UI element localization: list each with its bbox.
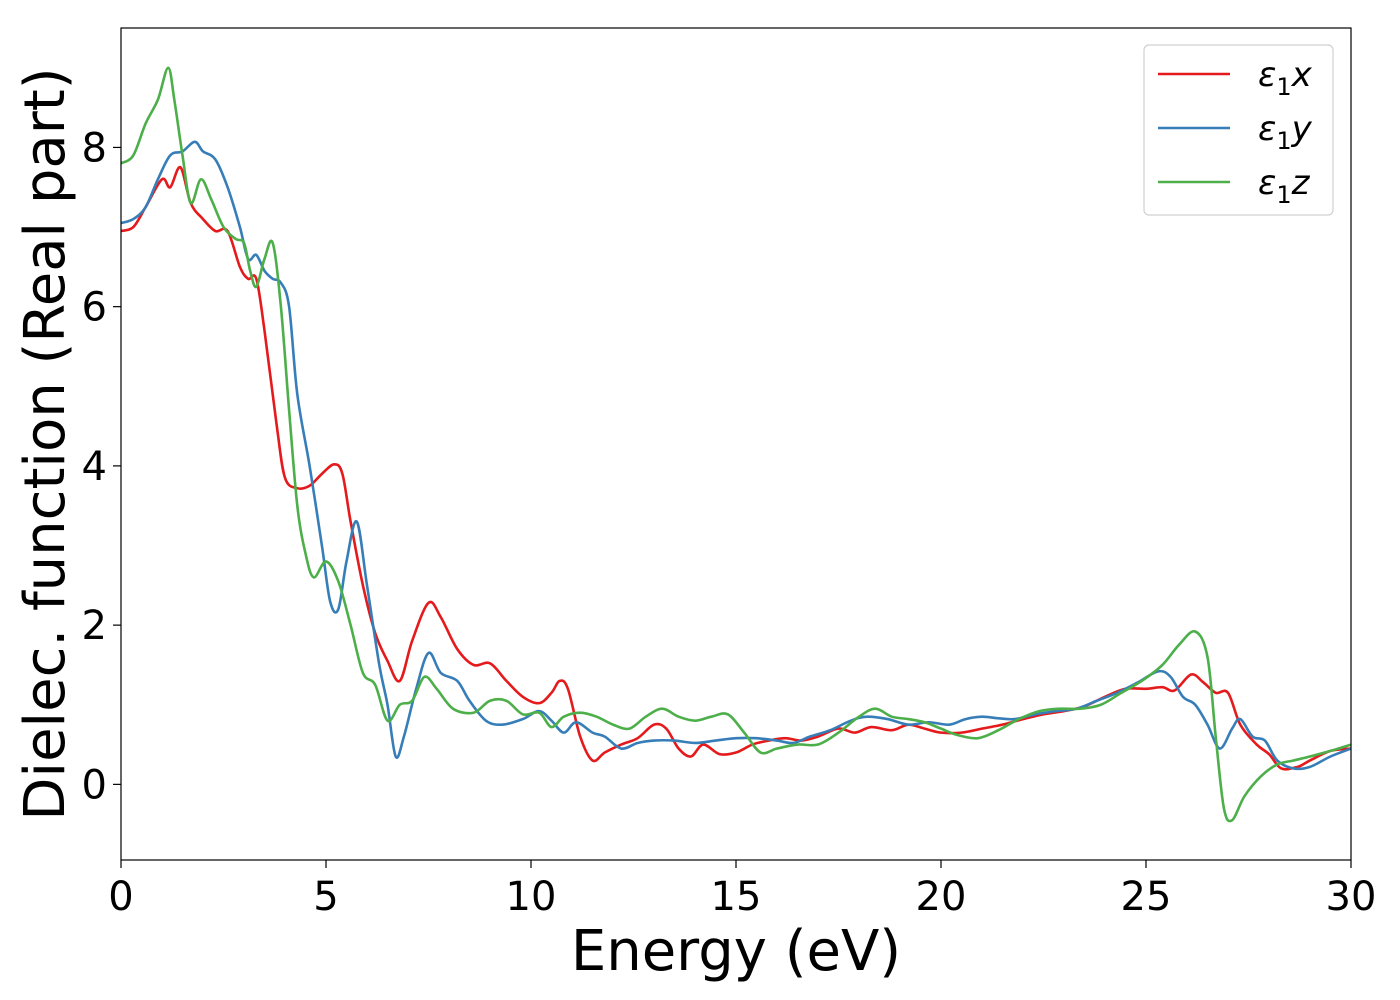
x-tick-label: 0 <box>108 874 133 920</box>
x-axis-label: Energy (eV) <box>571 919 901 984</box>
y-axis: 0 2 4 6 8 <box>82 125 121 808</box>
series-line-x <box>121 166 1351 771</box>
y-tick-label: 0 <box>82 762 107 808</box>
x-tick-label: 15 <box>711 874 762 920</box>
y-tick-label: 2 <box>82 603 107 649</box>
y-axis-label: Dielec. function (Real part) <box>13 67 78 820</box>
x-axis: 0 5 10 15 20 25 30 <box>108 860 1376 920</box>
y-tick-label: 6 <box>82 285 107 331</box>
y-tick-label: 4 <box>82 444 107 490</box>
legend-label-z: ε1z <box>1258 163 1311 209</box>
series-layer <box>121 66 1351 823</box>
legend-label-x: ε1x <box>1258 55 1313 101</box>
legend-label-y: ε1y <box>1258 109 1313 155</box>
x-tick-label: 20 <box>916 874 967 920</box>
legend-box <box>1143 44 1334 216</box>
x-tick-label: 5 <box>313 874 338 920</box>
y-tick-label: 8 <box>82 125 107 171</box>
legend: ε1x ε1y ε1z <box>1143 44 1334 216</box>
series-line-z <box>121 66 1351 823</box>
x-tick-label: 10 <box>506 874 557 920</box>
x-tick-label: 25 <box>1121 874 1172 920</box>
x-tick-label: 30 <box>1326 874 1377 920</box>
